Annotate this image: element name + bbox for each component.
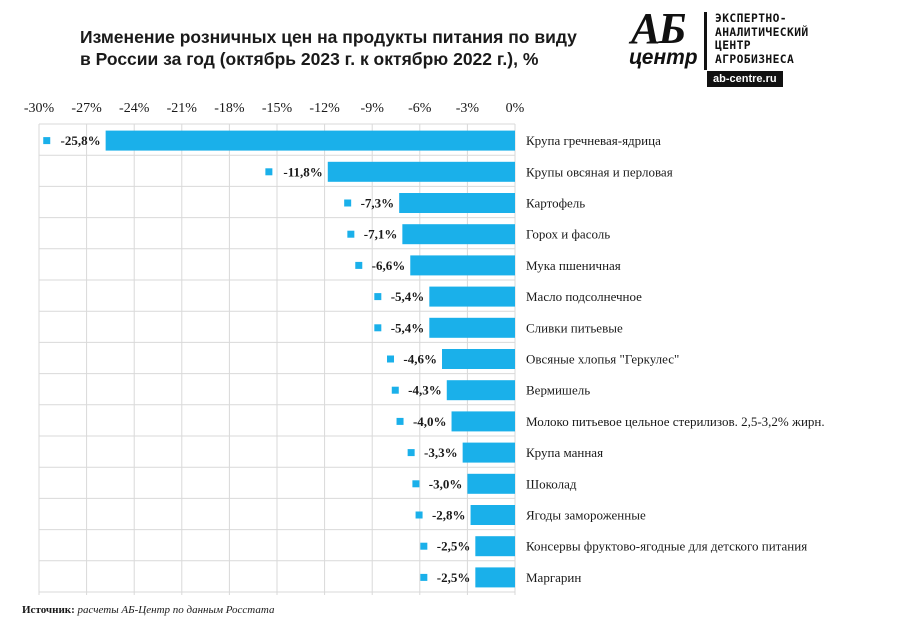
logo-mark-ab: АБ — [631, 4, 686, 53]
data-label: -2,8% — [432, 508, 466, 523]
x-axis-tick-labels: -30% -27% -24% -21% -18% -15% -12% -9% -6% -3% 0% — [24, 101, 525, 116]
logo-org-line-3: ЦЕНТР — [715, 39, 752, 52]
data-label-marker — [374, 293, 382, 301]
x-tick-label: -30% — [24, 101, 55, 116]
data-label: -25,8% — [61, 133, 101, 148]
bar — [402, 224, 515, 245]
x-tick-label: -3% — [456, 101, 480, 116]
data-label-marker — [265, 168, 273, 176]
category-label: Овсяные хлопья "Геркулес" — [526, 352, 679, 367]
data-label-marker — [391, 386, 399, 394]
x-tick-label: -15% — [262, 101, 293, 116]
data-label: -3,3% — [424, 445, 458, 460]
bar — [475, 567, 515, 588]
ab-centre-logo: АБ центр ЭКСПЕРТНО- АНАЛИТИЧЕСКИЙ ЦЕНТР … — [627, 4, 897, 90]
bar — [399, 193, 515, 213]
logo-divider — [704, 12, 707, 70]
bar — [105, 130, 515, 151]
bar — [451, 411, 515, 432]
data-label-marker — [412, 480, 420, 488]
category-label: Маргарин — [526, 570, 581, 585]
data-label: -4,3% — [408, 383, 442, 398]
logo-website: ab-centre.ru — [707, 71, 783, 87]
data-label-marker — [407, 449, 415, 457]
data-label-marker — [415, 511, 423, 519]
x-tick-label: -18% — [214, 101, 245, 116]
bar — [410, 255, 515, 276]
bar — [327, 161, 515, 182]
chart-title-line-1: Изменение розничных цен на продукты пита… — [80, 27, 577, 47]
source-text: расчеты АБ-Центр по данным Росстата — [74, 604, 275, 616]
category-label: Сливки питьевые — [526, 320, 623, 335]
data-label-marker — [374, 324, 382, 332]
logo-organization-name: ЭКСПЕРТНО- АНАЛИТИЧЕСКИЙ ЦЕНТР АГРОБИЗНЕ… — [715, 12, 809, 66]
data-label: -5,4% — [391, 289, 425, 304]
category-label: Крупа гречневая-ядрица — [526, 133, 661, 148]
bar — [429, 286, 515, 307]
category-label: Крупы овсяная и перловая — [526, 164, 673, 179]
category-label: Шоколад — [526, 476, 577, 491]
data-label-marker — [43, 137, 51, 145]
data-label: -11,8% — [283, 164, 322, 179]
category-label: Ягоды замороженные — [526, 508, 646, 523]
chart-title: Изменение розничных цен на продукты пита… — [80, 26, 620, 70]
source-label: Источник: — [22, 604, 75, 616]
source-note: Источник: расчеты АБ-Центр по данным Рос… — [22, 604, 274, 616]
x-tick-label: 0% — [506, 101, 525, 116]
category-label: Консервы фруктово-ягодные для детского п… — [526, 539, 807, 554]
bar — [429, 317, 515, 338]
x-tick-label: -24% — [119, 101, 150, 116]
category-label: Крупа манная — [526, 445, 603, 460]
data-label-marker — [420, 573, 428, 581]
category-labels: Крупа гречневая-ядрица Крупы овсяная и пе… — [526, 133, 825, 585]
category-label: Масло подсолнечное — [526, 289, 642, 304]
x-tick-label: -9% — [361, 101, 385, 116]
bar — [446, 380, 515, 401]
data-label: -5,4% — [391, 320, 425, 335]
category-label: Молоко питьевое цельное стерилизов. 2,5-… — [526, 414, 825, 429]
logo-org-line-1: ЭКСПЕРТНО- — [715, 12, 788, 25]
data-label-marker — [420, 542, 428, 550]
x-tick-label: -21% — [167, 101, 198, 116]
data-label: -7,3% — [361, 196, 395, 211]
category-label: Вермишель — [526, 383, 590, 398]
bar-chart: -30% -27% -24% -21% -18% -15% -12% -9% -6% -3% 0% … — [24, 101, 825, 595]
bar — [462, 442, 515, 463]
data-label: -4,0% — [413, 414, 447, 429]
data-label-marker — [347, 230, 355, 238]
data-label: -3,0% — [429, 476, 463, 491]
bars — [105, 130, 515, 588]
category-label: Картофель — [526, 196, 585, 211]
data-label: -6,6% — [372, 258, 406, 273]
logo-mark-centr: центр — [629, 46, 698, 69]
bar — [467, 473, 515, 494]
data-label: -7,1% — [364, 227, 398, 242]
data-label: -4,6% — [403, 352, 437, 367]
logo-org-line-4: АГРОБИЗНЕСА — [715, 52, 795, 66]
data-label: -2,5% — [437, 539, 471, 554]
data-label: -2,5% — [437, 570, 471, 585]
category-label: Мука пшеничная — [526, 258, 621, 273]
data-label-marker — [344, 199, 352, 207]
data-labels: -25,8% -11,8% -7,3% -7,1% -6,6% -5,4% -5,4% -4,… — [43, 133, 470, 585]
data-label-marker — [355, 261, 363, 269]
bar — [475, 536, 515, 557]
x-tick-label: -6% — [408, 101, 432, 116]
logo-org-line-2: АНАЛИТИЧЕСКИЙ — [715, 25, 809, 39]
data-label-marker — [387, 355, 395, 363]
bar — [442, 349, 515, 369]
data-label-marker — [396, 417, 404, 425]
chart-title-line-2: в России за год (октябрь 2023 г. к октяб… — [80, 49, 539, 69]
x-tick-label: -12% — [309, 101, 340, 116]
x-tick-label: -27% — [71, 101, 102, 116]
category-label: Горох и фасоль — [526, 227, 610, 242]
bar — [470, 505, 515, 525]
